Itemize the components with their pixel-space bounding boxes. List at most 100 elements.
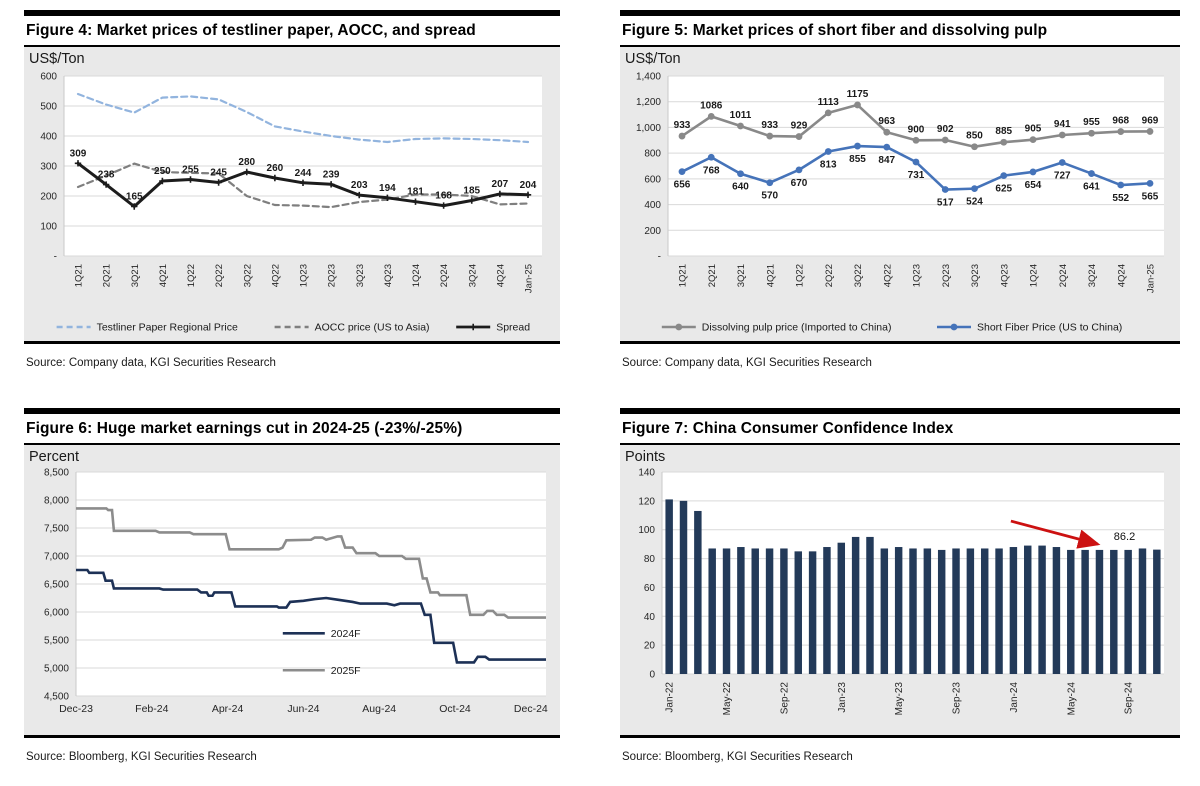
svg-text:2Q24: 2Q24 xyxy=(1058,264,1069,287)
svg-text:656: 656 xyxy=(674,180,691,191)
svg-text:731: 731 xyxy=(908,170,925,181)
svg-text:5,000: 5,000 xyxy=(44,664,69,675)
svg-text:968: 968 xyxy=(1112,116,1129,127)
svg-text:2Q22: 2Q22 xyxy=(214,264,225,287)
svg-text:1Q21: 1Q21 xyxy=(678,264,689,287)
svg-text:3Q24: 3Q24 xyxy=(1087,264,1098,287)
figure-6-block: Figure 6: Huge market earnings cut in 20… xyxy=(24,408,560,763)
figure-5-block: Figure 5: Market prices of short fiber a… xyxy=(620,10,1180,369)
svg-text:1Q24: 1Q24 xyxy=(411,264,422,287)
svg-text:3Q21: 3Q21 xyxy=(130,264,141,287)
svg-text:May-24: May-24 xyxy=(1066,682,1077,716)
svg-text:3Q23: 3Q23 xyxy=(970,264,981,287)
svg-text:280: 280 xyxy=(238,157,255,168)
svg-text:1Q21: 1Q21 xyxy=(74,264,85,287)
svg-text:2Q21: 2Q21 xyxy=(707,264,718,287)
svg-text:194: 194 xyxy=(379,183,396,194)
svg-text:900: 900 xyxy=(908,124,925,135)
figure-5-chart-panel: US$/Ton 1,400 1,200 1,000 800 600 400 200 - 1Q21… xyxy=(620,47,1180,341)
svg-text:1Q23: 1Q23 xyxy=(912,264,923,287)
title-divider xyxy=(620,45,1180,47)
svg-text:1Q22: 1Q22 xyxy=(795,264,806,287)
svg-text:Apr-24: Apr-24 xyxy=(212,703,244,715)
svg-text:8,000: 8,000 xyxy=(44,496,69,507)
svg-text:933: 933 xyxy=(761,120,778,131)
consumer-confidence-bar-chart: 140 120 100 80 60 40 20 0 Jan-22 May-22 Sep-22 Jan-… xyxy=(638,468,1164,716)
svg-text:2025F: 2025F xyxy=(331,665,361,677)
svg-text:Dissolving pulp price (Importe: Dissolving pulp price (Imported to China… xyxy=(702,322,892,334)
figure-6-axis-unit: Percent xyxy=(29,449,79,465)
svg-text:Jan-22: Jan-22 xyxy=(665,682,676,713)
svg-text:6,500: 6,500 xyxy=(44,580,69,591)
svg-text:250: 250 xyxy=(154,166,171,177)
svg-text:May-23: May-23 xyxy=(894,682,905,716)
svg-text:Spread: Spread xyxy=(496,322,530,334)
svg-text:Feb-24: Feb-24 xyxy=(135,703,168,715)
svg-text:1175: 1175 xyxy=(847,89,869,100)
testliner-aocc-spread-line-chart: 600 500 400 300 200 100 - 1Q21 2Q21 3Q21 4Q21 1Q22 2… xyxy=(40,72,542,334)
svg-text:565: 565 xyxy=(1142,191,1159,202)
svg-text:941: 941 xyxy=(1054,119,1071,130)
svg-text:Jan-23: Jan-23 xyxy=(837,682,848,713)
figure-4-chart-panel: US$/Ton 600 500 400 300 200 100 - 1Q21 2Q21 3Q21 4… xyxy=(24,47,560,341)
svg-text:60: 60 xyxy=(644,583,656,594)
svg-text:200: 200 xyxy=(40,192,57,203)
svg-text:203: 203 xyxy=(351,180,368,191)
svg-text:Jan-25: Jan-25 xyxy=(524,264,535,293)
figure-5-source: Source: Company data, KGI Securities Res… xyxy=(622,357,872,369)
svg-text:2Q24: 2Q24 xyxy=(439,264,450,287)
svg-text:8,500: 8,500 xyxy=(44,468,69,479)
svg-text:Dec-23: Dec-23 xyxy=(59,703,93,715)
svg-text:524: 524 xyxy=(966,197,983,208)
figure-7-title: Figure 7: China Consumer Confidence Inde… xyxy=(622,420,954,437)
svg-text:500: 500 xyxy=(40,102,57,113)
figure-4-source: Source: Company data, KGI Securities Res… xyxy=(26,357,276,369)
svg-text:Sep-23: Sep-23 xyxy=(952,682,963,715)
svg-text:847: 847 xyxy=(878,155,895,166)
svg-text:Aug-24: Aug-24 xyxy=(362,703,396,715)
svg-text:4,500: 4,500 xyxy=(44,692,69,703)
svg-text:885: 885 xyxy=(995,126,1012,137)
figure-6-chart-panel: Percent 8,500 8,000 7,500 7,000 6,500 6,000 5,… xyxy=(24,445,560,735)
svg-text:Jun-24: Jun-24 xyxy=(287,703,319,715)
figure-7-axis-unit: Points xyxy=(625,449,666,465)
svg-text:239: 239 xyxy=(323,169,340,180)
figure-6-title: Figure 6: Huge market earnings cut in 20… xyxy=(26,420,463,437)
figure-4-block: Figure 4: Market prices of testliner pap… xyxy=(24,10,560,369)
earnings-step-line-chart: 8,500 8,000 7,500 7,000 6,500 6,000 5,500 5,000… xyxy=(44,468,548,716)
figure-5-axis-unit: US$/Ton xyxy=(625,51,681,67)
title-divider xyxy=(620,443,1180,445)
svg-text:1011: 1011 xyxy=(730,110,752,121)
figure-5-title: Figure 5: Market prices of short fiber a… xyxy=(622,22,1048,39)
svg-text:207: 207 xyxy=(492,179,509,190)
svg-text:80: 80 xyxy=(644,554,656,565)
svg-text:Jan-24: Jan-24 xyxy=(1009,682,1020,713)
svg-text:245: 245 xyxy=(210,168,227,179)
svg-text:4Q22: 4Q22 xyxy=(882,264,893,287)
svg-text:902: 902 xyxy=(937,124,954,135)
figure-4-title: Figure 4: Market prices of testliner pap… xyxy=(26,22,476,39)
svg-text:1,400: 1,400 xyxy=(636,72,661,83)
svg-text:20: 20 xyxy=(644,641,656,652)
title-divider xyxy=(24,443,560,445)
svg-text:3Q21: 3Q21 xyxy=(736,264,747,287)
svg-text:238: 238 xyxy=(98,170,115,181)
title-divider xyxy=(24,45,560,47)
svg-text:727: 727 xyxy=(1054,171,1071,182)
figure-bottom-rule xyxy=(620,341,1180,344)
svg-text:255: 255 xyxy=(182,165,199,176)
svg-text:2024F: 2024F xyxy=(331,628,361,640)
svg-text:3Q22: 3Q22 xyxy=(242,264,253,287)
svg-text:200: 200 xyxy=(644,226,661,237)
figure-bottom-rule xyxy=(620,735,1180,738)
svg-text:6,000: 6,000 xyxy=(44,608,69,619)
figure-7-source: Source: Bloomberg, KGI Securities Resear… xyxy=(622,751,853,763)
svg-text:168: 168 xyxy=(435,191,452,202)
figure-top-rule xyxy=(24,408,560,414)
svg-text:1,000: 1,000 xyxy=(636,123,661,134)
svg-text:570: 570 xyxy=(761,191,778,202)
figure-top-rule xyxy=(620,408,1180,414)
svg-text:3Q23: 3Q23 xyxy=(355,264,366,287)
svg-text:185: 185 xyxy=(463,186,480,197)
svg-text:2Q22: 2Q22 xyxy=(824,264,835,287)
